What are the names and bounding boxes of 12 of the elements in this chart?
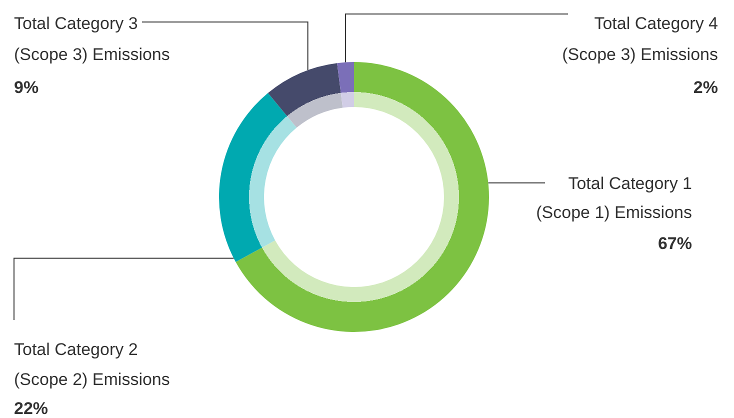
donut-slice [219, 92, 297, 262]
slice-label: Total Category 3 (Scope 3) Emissions [14, 14, 170, 64]
data-label: 67% [658, 234, 692, 253]
donut-slice [268, 63, 343, 128]
slice-label: Total Category 1 (Scope 1) Emissions [536, 174, 692, 222]
donut-slice [236, 62, 489, 332]
slice-label: Total Category 4 (Scope 3) Emissions [562, 14, 718, 64]
data-label: 22% [14, 399, 48, 418]
data-label: 2% [693, 78, 718, 97]
data-label: 9% [14, 78, 39, 97]
donut-slice [337, 62, 354, 108]
slice-label: Total Category 2 (Scope 2) Emissions [14, 340, 170, 389]
